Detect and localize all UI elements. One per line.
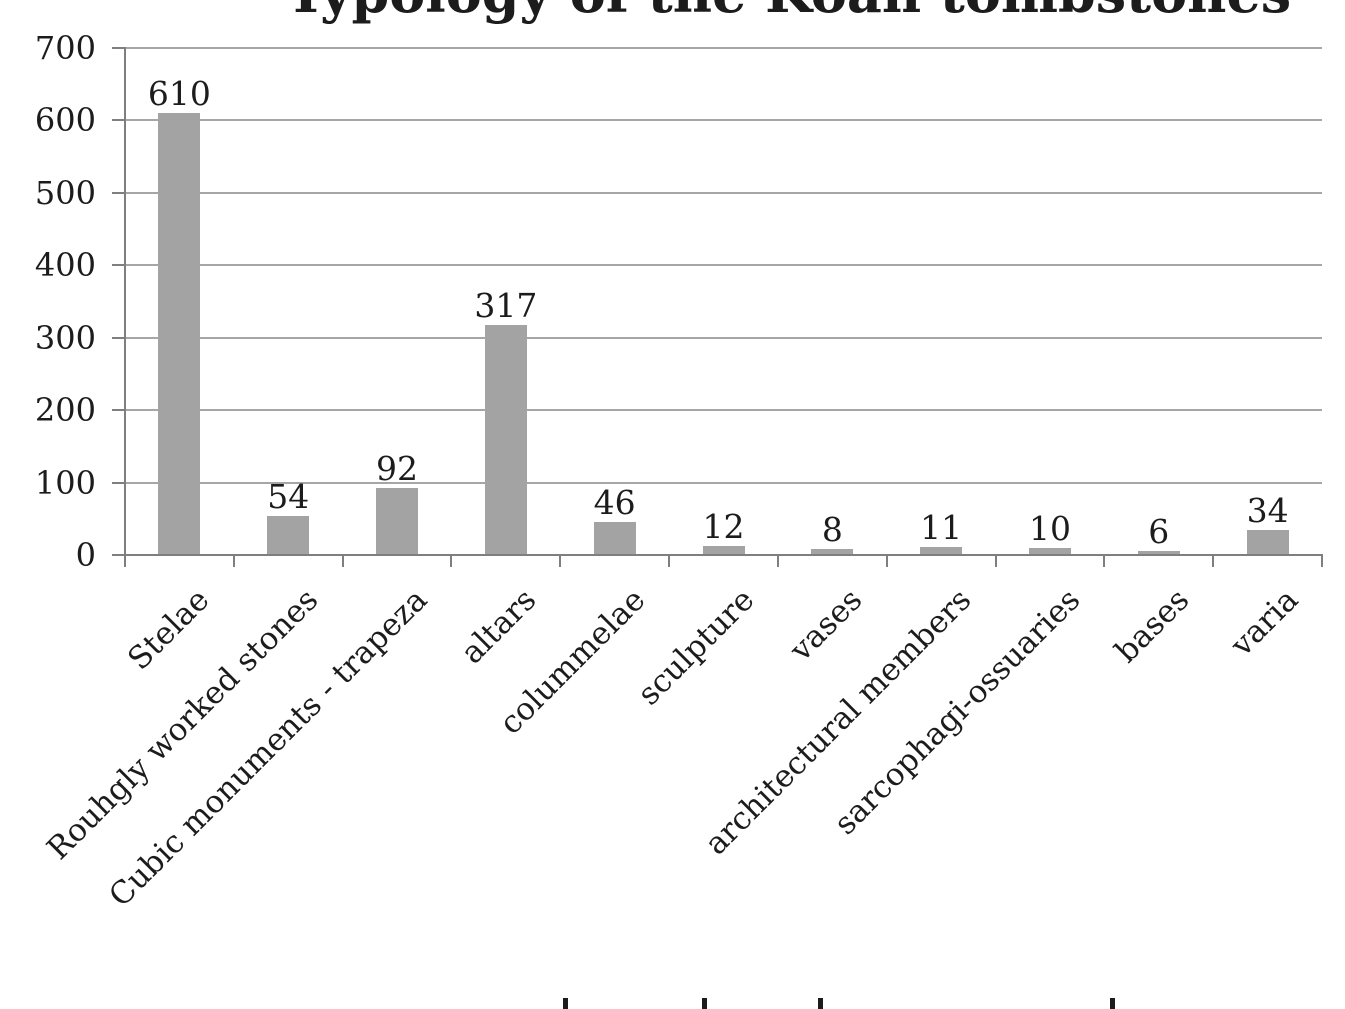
y-axis-tick [112,554,125,556]
gridline [125,409,1322,412]
chart-title: Typology of the Koan tombstones [190,0,1345,20]
y-axis-tick-label: 300 [34,318,96,357]
y-axis-tick [112,264,125,267]
bar-value-label: 12 [702,507,745,547]
gridline [125,336,1322,339]
x-axis-line [124,554,1323,556]
bar [1137,550,1180,555]
bar-value-label: 34 [1246,491,1289,531]
x-axis-tick [668,555,671,567]
bar [1028,547,1071,555]
y-axis-tick-label: 400 [34,246,96,285]
x-axis-tick [994,555,997,567]
y-axis-tick-label: 600 [34,101,96,140]
bar-value-label: 6 [1148,511,1170,551]
gridline [125,119,1322,122]
bar-value-label: 46 [593,482,636,522]
bar-value-label: 92 [376,449,419,489]
y-axis-tick [112,191,125,194]
bar [811,549,854,555]
bar [158,113,201,555]
x-axis-tick [776,555,779,567]
x-axis-tick [559,555,562,567]
clipped-letter-top [818,998,823,1009]
x-axis-tick [341,555,344,567]
x-axis-tick [885,555,888,567]
bar [593,521,636,555]
y-axis-tick [112,119,125,122]
y-axis-tick [112,409,125,412]
gridline [125,191,1322,194]
bar-value-label: 10 [1028,508,1071,548]
clipped-letter-top [702,998,707,1009]
y-axis-tick-label: 500 [34,173,96,212]
bar [267,515,310,555]
clipped-letter-top [563,998,568,1009]
bar [702,546,745,555]
gridline [125,481,1322,484]
x-axis-tick [1321,555,1323,567]
gridline [125,264,1322,267]
y-axis-tick-label: 0 [75,536,96,574]
y-axis-tick-label: 700 [34,29,96,67]
y-axis-tick-label: 100 [34,463,96,502]
bar [920,547,963,555]
bar-value-label: 317 [474,286,538,326]
x-axis-tick [1103,555,1106,567]
bar-value-label: 610 [147,74,211,114]
x-axis-tick [450,555,453,567]
y-axis-line [124,47,126,567]
x-axis-tick [1212,555,1215,567]
bar [484,325,527,555]
y-axis-tick [112,47,125,49]
bar-value-label: 54 [267,476,310,516]
y-axis-tick-label: 200 [34,391,96,430]
bar [376,488,419,555]
gridline [125,47,1322,49]
bar [1246,530,1289,555]
y-axis-tick [112,336,125,339]
bar-value-label: 8 [821,510,843,550]
clipped-letter-top [1110,998,1115,1009]
bar-value-label: 11 [920,508,963,548]
y-axis-tick [112,481,125,484]
x-axis-tick [232,555,235,567]
